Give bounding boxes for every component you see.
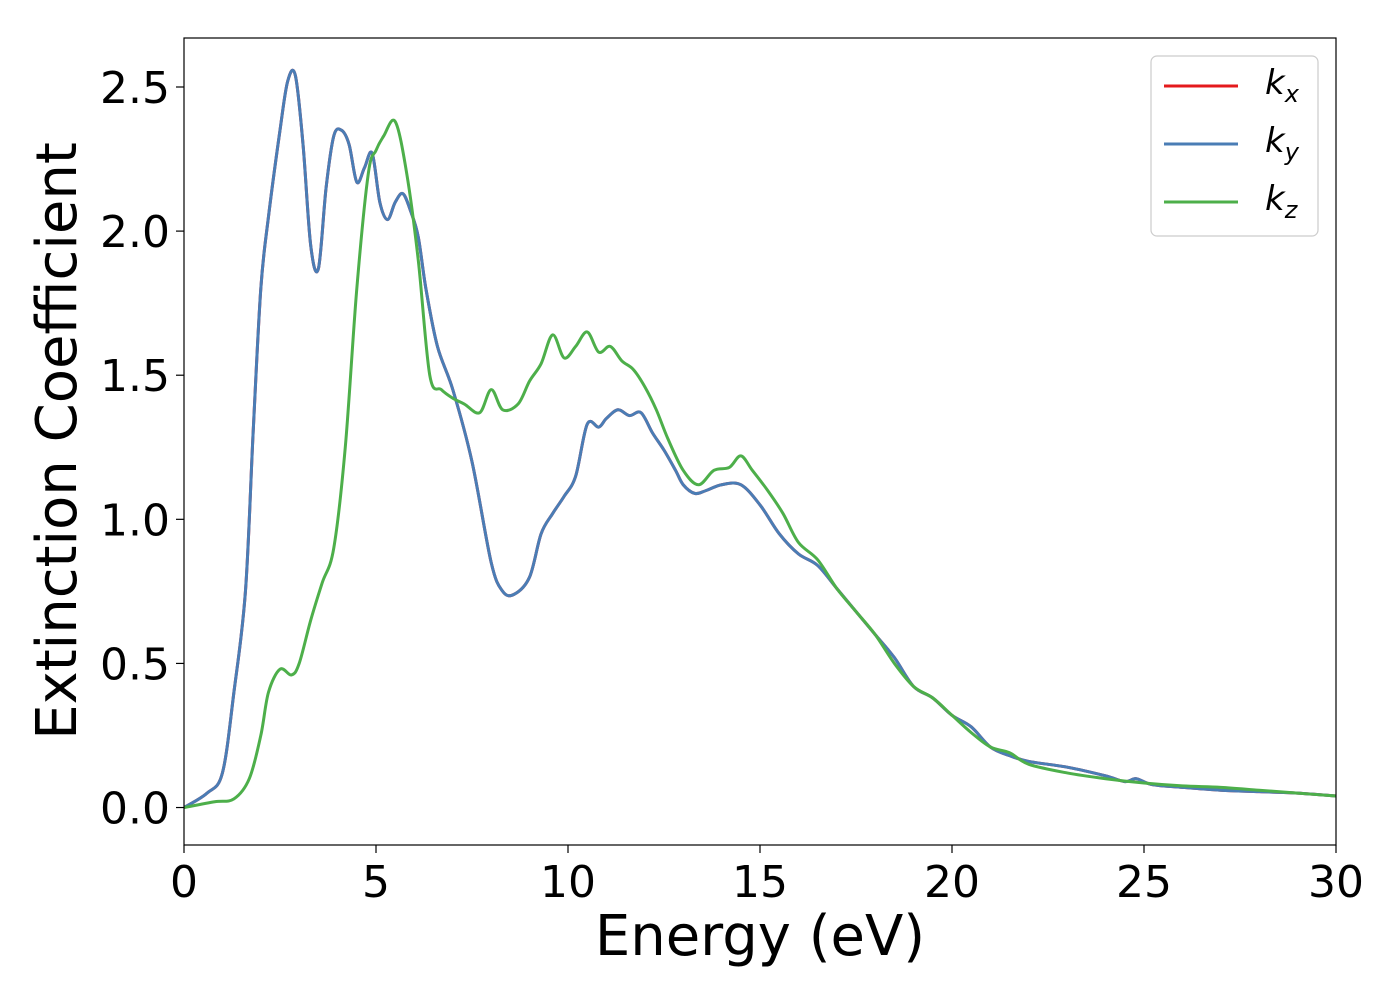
y-tick-label: 0.5 [100, 639, 170, 690]
x-tick-label: 30 [1308, 857, 1364, 908]
x-axis-ticks: 0 5 10 15 20 25 30 [170, 845, 1364, 908]
x-tick-label: 20 [924, 857, 980, 908]
y-axis-ticks: 0.0 0.5 1.0 1.5 2.0 2.5 [100, 63, 184, 835]
y-tick-label: 0.0 [100, 784, 170, 835]
legend-box [1150, 55, 1319, 237]
x-axis-title: Energy (eV) [595, 904, 925, 969]
x-tick-label: 15 [732, 857, 788, 908]
series-layer [184, 68, 1336, 810]
x-tick-label: 0 [170, 857, 198, 908]
x-tick-label: 5 [362, 857, 390, 908]
x-tick-label: 25 [1116, 857, 1172, 908]
y-tick-label: 1.0 [100, 495, 170, 546]
series-line-k-z [184, 118, 1336, 810]
y-tick-label: 2.5 [100, 63, 170, 114]
series-line-k-y [184, 68, 1336, 810]
y-tick-label: 1.5 [100, 351, 170, 402]
y-tick-label: 2.0 [100, 207, 170, 258]
x-tick-label: 10 [540, 857, 596, 908]
y-axis-title: Extinction Coefficient [25, 142, 90, 740]
